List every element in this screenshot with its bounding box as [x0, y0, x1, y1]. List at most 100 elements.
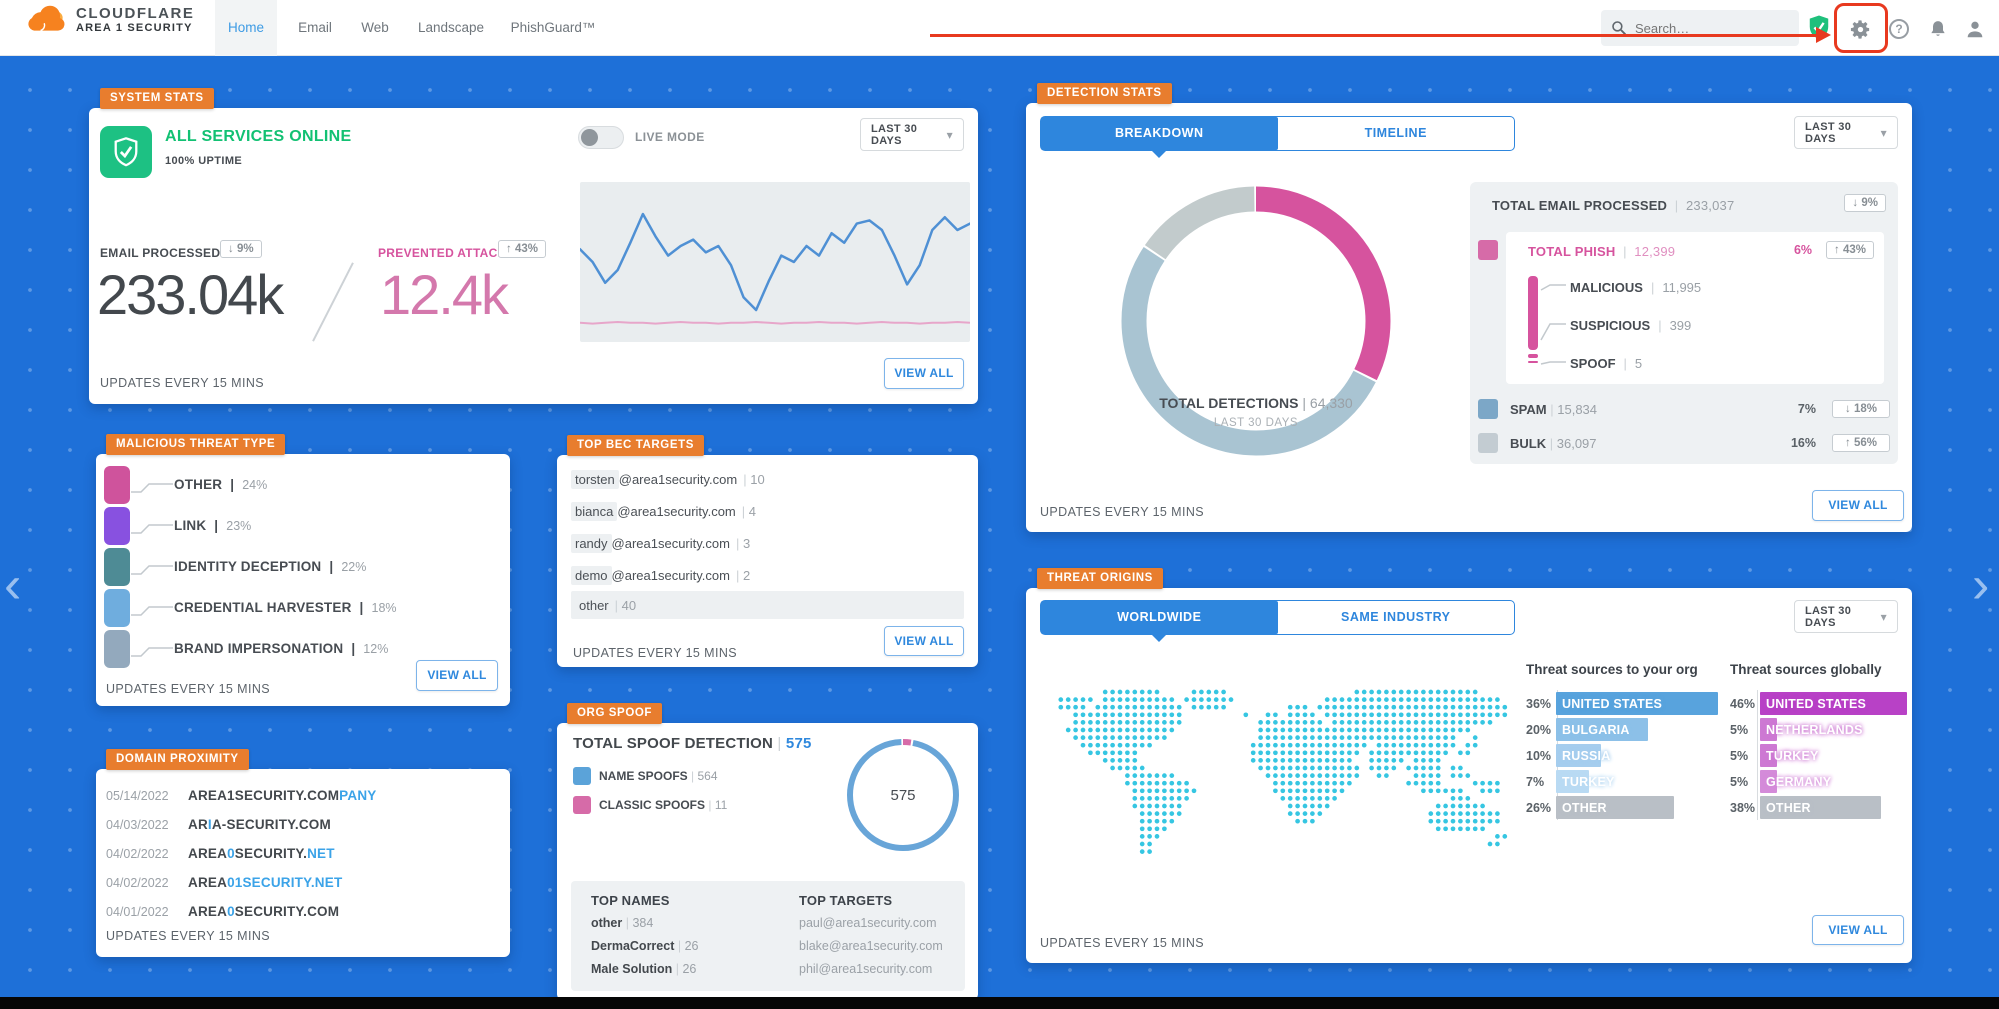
domain-row: 04/02/2022 AREA0SECURITY.NET: [106, 839, 376, 868]
threat-type-percent: 22%: [341, 559, 367, 574]
nav-item-email[interactable]: Email: [298, 20, 332, 35]
search-input[interactable]: [1635, 20, 1775, 36]
uptime-text: 100% UPTIME: [165, 155, 243, 167]
threat-type-percent: 18%: [371, 600, 397, 615]
country-bar: BULGARIA: [1556, 718, 1648, 741]
country-bar-row: 38% OTHER: [1730, 796, 1907, 819]
nav-item-home[interactable]: Home: [215, 0, 277, 56]
top-targets-column: TOP TARGETS paul@area1security.com blake…: [799, 893, 943, 985]
shield-check-icon: [114, 137, 138, 167]
bec-other-row: other | 40: [571, 591, 964, 619]
tab-timeline[interactable]: TIMELINE: [1364, 126, 1427, 140]
category-swatch: [1478, 399, 1498, 419]
nav-item-phishguard[interactable]: PhishGuard™: [510, 20, 596, 35]
country-percent: 5%: [1730, 774, 1749, 789]
domain-proximity-list: 05/14/2022 AREA1SECURITY.COMPANY 04/03/2…: [106, 781, 376, 926]
country-bar: UNITED STATES: [1760, 692, 1907, 715]
tab-breakdown[interactable]: BREAKDOWN: [1041, 117, 1278, 150]
threat-type-row: CREDENTIAL HARVESTER | 18%: [104, 587, 397, 628]
active-tab-pointer: [1151, 150, 1168, 158]
bec-other-label: other: [579, 597, 609, 613]
annotation-arrowhead: [1816, 27, 1831, 43]
threat-type-label: OTHER: [174, 477, 223, 492]
chevron-down-icon: ▾: [1880, 609, 1887, 624]
card-malicious-threat-type: OTHER | 24% LINK | 23%: [96, 454, 510, 706]
brand-subtitle: AREA 1 SECURITY: [76, 22, 193, 35]
search-box[interactable]: [1601, 10, 1799, 46]
top-names-column: TOP NAMES other | 384 DermaCorrect | 26 …: [591, 893, 699, 985]
system-stats-range-dropdown[interactable]: LAST 30 DAYS ▾: [860, 118, 964, 151]
updates-text: UPDATES EVERY 15 MINS: [106, 682, 271, 696]
updates-text: UPDATES EVERY 15 MINS: [573, 646, 738, 660]
country-percent: 5%: [1730, 722, 1749, 737]
help-button[interactable]: ?: [1886, 16, 1912, 42]
carousel-next-button[interactable]: ›: [1972, 556, 1990, 614]
country-bar: GERMANY: [1760, 770, 1831, 793]
detection-range-dropdown[interactable]: LAST 30 DAYS ▾: [1794, 116, 1898, 149]
tab-worldwide[interactable]: WORLDWIDE: [1041, 601, 1278, 634]
detection-breakdown-panel: TOTAL EMAIL PROCESSED | 233,037 ↓ 9% TOT…: [1470, 182, 1898, 464]
top-names-list: other | 384 DermaCorrect | 26 Male Solut…: [591, 916, 699, 985]
live-mode-toggle[interactable]: [578, 126, 624, 149]
range-value: LAST 30 DAYS: [871, 122, 918, 147]
domain-date: 04/02/2022: [106, 846, 169, 861]
separator: |: [329, 559, 334, 574]
view-all-threat-types[interactable]: VIEW ALL: [416, 660, 498, 691]
connector-line: [131, 647, 173, 657]
divider: [312, 262, 354, 342]
detection-category-row: BULK | 36,097 16% ↑ 56%: [1478, 426, 1890, 460]
country-label: RUSSIA: [1562, 748, 1611, 763]
top-name-row: DermaCorrect | 26: [591, 939, 699, 953]
settings-button[interactable]: [1847, 16, 1873, 42]
domain-row: 05/14/2022 AREA1SECURITY.COMPANY: [106, 781, 376, 810]
brand[interactable]: CLOUDFLARE AREA 1 SECURITY: [24, 5, 194, 35]
nav-item-landscape[interactable]: Landscape: [417, 20, 485, 35]
nav-item-web[interactable]: Web: [361, 20, 389, 35]
carousel-prev-button[interactable]: ‹: [4, 556, 22, 614]
bec-domain: @area1security.com: [611, 567, 730, 583]
toggle-knob: [581, 129, 598, 146]
domain-name[interactable]: AREA1SECURITY.COMPANY: [188, 788, 377, 803]
view-all-origins[interactable]: VIEW ALL: [1812, 915, 1904, 945]
view-all-system-stats[interactable]: VIEW ALL: [884, 358, 964, 389]
tab-same-industry[interactable]: SAME INDUSTRY: [1340, 610, 1451, 624]
legend-classic-spoofs: CLASSIC SPOOFS | 11: [573, 796, 727, 814]
spoof-donut-center-value: 575: [890, 787, 916, 804]
domain-row: 04/03/2022 ARIA-SECURITY.COM: [106, 810, 376, 839]
country-percent: 10%: [1526, 748, 1552, 763]
notifications-button[interactable]: [1925, 16, 1951, 42]
domain-name[interactable]: ARIA-SECURITY.COM: [188, 817, 331, 832]
tag-malicious-threat-type: MALICIOUS THREAT TYPE: [106, 434, 286, 455]
country-percent: 20%: [1526, 722, 1552, 737]
view-all-detection[interactable]: VIEW ALL: [1812, 490, 1904, 521]
country-bar: RUSSIA: [1556, 744, 1610, 767]
country-bar-row: 5% NETHERLANDS: [1730, 718, 1907, 741]
country-bar: TURKEY: [1760, 744, 1818, 767]
threat-type-row: LINK | 23%: [104, 505, 397, 546]
phish-sub-list: MALICIOUS | 11,995 SUSPICIOUS | 399 SPOOF | 5: [1570, 268, 1701, 382]
view-all-bec[interactable]: VIEW ALL: [884, 626, 964, 656]
separator: |: [214, 518, 219, 533]
domain-name[interactable]: AREA01SECURITY.NET: [188, 875, 343, 890]
domain-date: 04/03/2022: [106, 817, 169, 832]
country-percent: 46%: [1730, 696, 1756, 711]
country-label: OTHER: [1766, 800, 1811, 815]
top-name-row: other | 384: [591, 916, 654, 930]
top-targets-title: TOP TARGETS: [799, 893, 893, 908]
email-processed-delta-badge: ↓ 9%: [220, 240, 262, 258]
account-button[interactable]: [1962, 16, 1988, 42]
bec-count: 4: [748, 503, 757, 519]
country-bar-row: 5% TURKEY: [1730, 744, 1907, 767]
bec-user: bianca: [571, 501, 618, 521]
user-icon: [1967, 21, 1983, 38]
category-percent: 16%: [1790, 436, 1816, 450]
org-sources-title: Threat sources to your org: [1526, 662, 1698, 677]
country-label: UNITED STATES: [1766, 696, 1867, 711]
threat-type-label: BRAND IMPERSONATION: [174, 641, 344, 656]
domain-name[interactable]: AREA0SECURITY.COM: [188, 904, 340, 919]
domain-name[interactable]: AREA0SECURITY.NET: [188, 846, 335, 861]
updates-text: UPDATES EVERY 15 MINS: [106, 929, 271, 943]
origins-range-dropdown[interactable]: LAST 30 DAYS ▾: [1794, 600, 1898, 633]
country-label: TURKEY: [1562, 774, 1615, 789]
